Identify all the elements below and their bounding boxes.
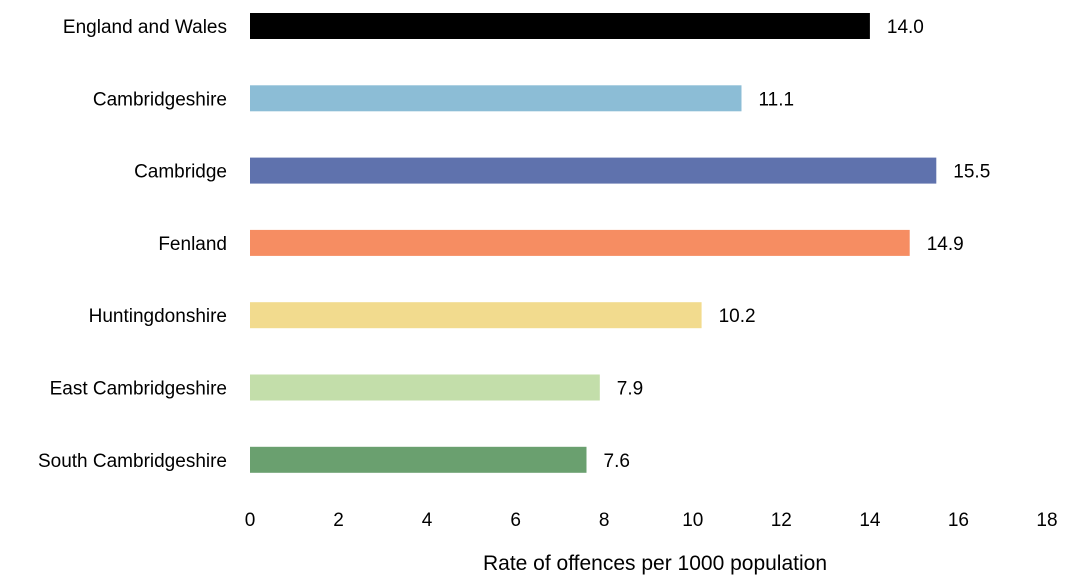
x-axis-title: Rate of offences per 1000 population bbox=[483, 552, 827, 575]
category-label-5: East Cambridgeshire bbox=[50, 379, 227, 400]
x-tick-label-3: 6 bbox=[510, 510, 521, 531]
category-label-6: South Cambridgeshire bbox=[38, 451, 227, 472]
x-tick-label-7: 14 bbox=[859, 510, 881, 531]
value-label-6: 7.6 bbox=[604, 451, 630, 472]
x-axis-ticks: 0 2 4 6 8 10 12 14 16 18 bbox=[245, 510, 1058, 531]
x-tick-label-8: 16 bbox=[948, 510, 969, 531]
value-label-5: 7.9 bbox=[617, 379, 643, 400]
value-label-0: 14.0 bbox=[887, 17, 924, 38]
x-tick-label-9: 18 bbox=[1036, 510, 1057, 531]
value-label-1: 11.1 bbox=[759, 89, 795, 110]
bar-6 bbox=[250, 446, 587, 473]
x-tick-label-1: 2 bbox=[333, 510, 344, 531]
category-label-4: Huntingdonshire bbox=[89, 306, 227, 327]
category-label-3: Fenland bbox=[158, 234, 227, 255]
x-tick-label-2: 4 bbox=[422, 510, 433, 531]
x-tick-label-4: 8 bbox=[599, 510, 610, 531]
value-labels: 14.0 11.1 15.5 14.9 10.2 7.9 7.6 bbox=[604, 17, 991, 472]
category-label-0: England and Wales bbox=[63, 17, 227, 38]
category-label-2: Cambridge bbox=[134, 162, 227, 183]
bar-1 bbox=[250, 85, 742, 112]
value-label-4: 10.2 bbox=[719, 306, 756, 327]
bars-layer bbox=[250, 13, 937, 473]
bar-0 bbox=[250, 13, 870, 39]
bar-3 bbox=[250, 229, 910, 256]
value-label-2: 15.5 bbox=[953, 162, 990, 183]
bar-5 bbox=[250, 374, 600, 401]
x-tick-label-5: 10 bbox=[682, 510, 703, 531]
bar-2 bbox=[250, 157, 937, 184]
category-label-1: Cambridgeshire bbox=[93, 89, 227, 110]
bar-4 bbox=[250, 302, 702, 329]
value-label-3: 14.9 bbox=[927, 234, 964, 255]
category-labels: England and Wales Cambridgeshire Cambridge… bbox=[38, 17, 227, 472]
x-tick-label-0: 0 bbox=[245, 510, 256, 531]
x-tick-label-6: 12 bbox=[771, 510, 792, 531]
